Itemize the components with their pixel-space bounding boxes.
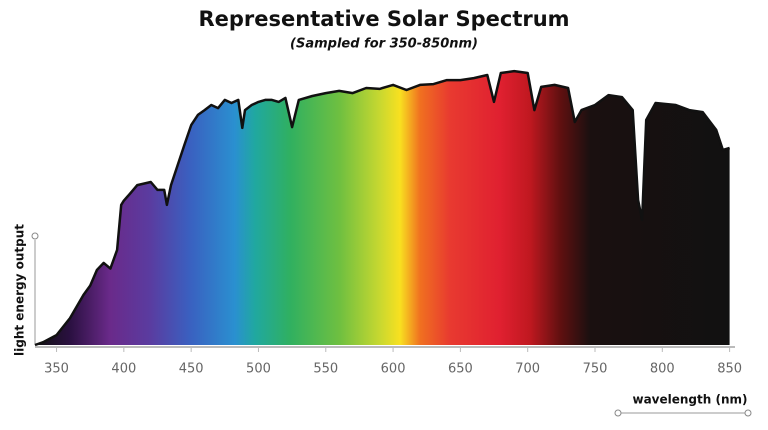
x-tick-label: 800 <box>650 362 675 377</box>
x-tick-label: 850 <box>717 362 742 377</box>
x-tick-label: 750 <box>583 362 608 377</box>
spectrum-line <box>34 69 730 347</box>
x-tick-label: 500 <box>246 362 271 377</box>
x-tick-label: 550 <box>313 362 338 377</box>
x-tick-label: 700 <box>515 362 540 377</box>
x-tick-label: 450 <box>179 362 204 377</box>
x-tick-label: 650 <box>448 362 473 377</box>
x-axis-label: wavelength (nm) <box>632 393 747 407</box>
chart-title: Representative Solar Spectrum <box>198 7 569 31</box>
chart-subtitle: (Sampled for 350-850nm) <box>290 37 478 52</box>
x-tick-label: 600 <box>381 362 406 377</box>
axis-end <box>614 409 622 417</box>
y-axis-label: light energy output <box>13 224 27 356</box>
x-tick-label: 400 <box>111 362 136 377</box>
axis-end <box>31 232 39 240</box>
axis-end <box>744 409 752 417</box>
x-tick-label: 350 <box>44 362 69 377</box>
